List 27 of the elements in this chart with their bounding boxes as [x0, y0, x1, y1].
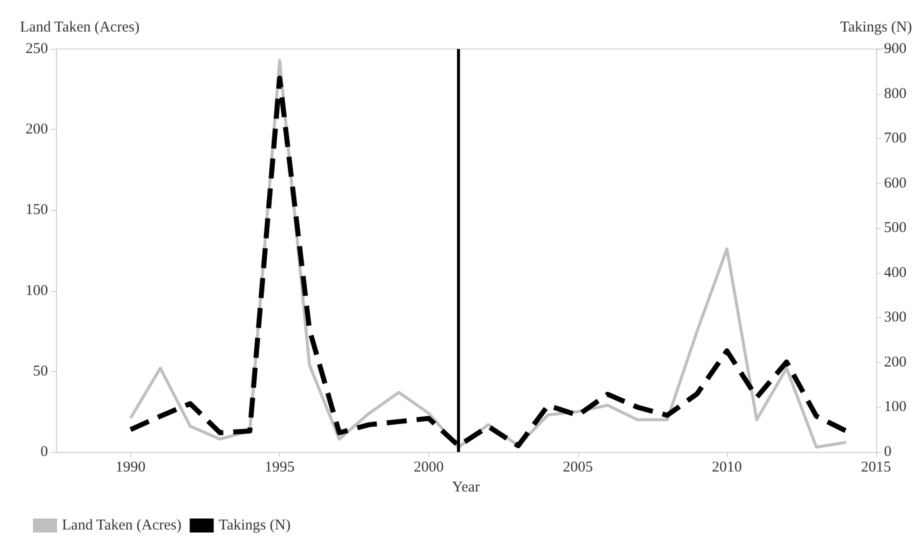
y-tick-label: 100	[26, 282, 48, 299]
y-axis-title: Land Taken (Acres)	[20, 20, 140, 36]
x-tick-label: 2010	[712, 460, 742, 476]
y2-tick-label: 900	[884, 41, 906, 57]
x-tick-label: 2000	[414, 460, 444, 476]
y2-tick-label: 0	[884, 444, 892, 460]
x-axis-title: Year	[452, 480, 480, 496]
legend-label: Takings (N)	[218, 518, 291, 534]
y2-tick-label: 400	[884, 264, 906, 281]
x-tick-label: 2005	[562, 460, 593, 476]
y2-tick-label: 100	[884, 399, 906, 416]
x-tick-label: 2015	[861, 460, 891, 476]
x-tick-label: 1995	[264, 460, 295, 476]
y2-tick-label: 500	[884, 220, 906, 236]
y2-tick-label: 800	[884, 86, 906, 102]
y-tick-label: 150	[26, 202, 48, 218]
y2-tick-label: 300	[884, 310, 906, 326]
x-tick-label: 1990	[116, 460, 146, 476]
y-tick-label: 200	[26, 122, 48, 138]
y2-axis-title: Takings (N)	[840, 20, 912, 36]
legend-label: Land Taken (Acres)	[62, 518, 182, 534]
y2-tick-label: 700	[884, 130, 906, 147]
y2-tick-label: 200	[884, 354, 906, 370]
y-tick-label: 250	[26, 41, 48, 57]
y2-tick-label: 600	[884, 175, 906, 192]
y-tick-label: 0	[40, 444, 48, 460]
y-tick-label: 50	[33, 363, 48, 380]
